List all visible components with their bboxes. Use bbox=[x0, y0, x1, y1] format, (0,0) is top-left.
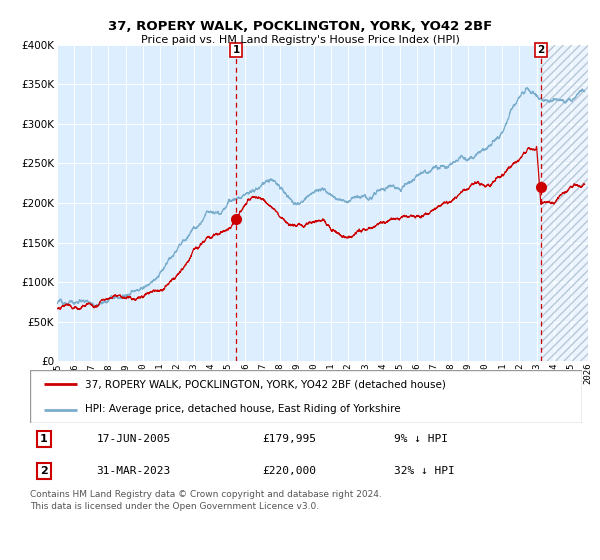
Text: 37, ROPERY WALK, POCKLINGTON, YORK, YO42 2BF (detached house): 37, ROPERY WALK, POCKLINGTON, YORK, YO42… bbox=[85, 380, 446, 390]
Text: 1: 1 bbox=[40, 434, 47, 444]
Text: 2: 2 bbox=[537, 45, 545, 55]
Text: Contains HM Land Registry data © Crown copyright and database right 2024.
This d: Contains HM Land Registry data © Crown c… bbox=[30, 490, 382, 511]
Text: £220,000: £220,000 bbox=[262, 466, 316, 476]
Text: £179,995: £179,995 bbox=[262, 434, 316, 444]
Text: 9% ↓ HPI: 9% ↓ HPI bbox=[394, 434, 448, 444]
Text: 31-MAR-2023: 31-MAR-2023 bbox=[96, 466, 170, 476]
FancyBboxPatch shape bbox=[30, 370, 582, 423]
Text: HPI: Average price, detached house, East Riding of Yorkshire: HPI: Average price, detached house, East… bbox=[85, 404, 401, 414]
Text: 1: 1 bbox=[233, 45, 240, 55]
Text: Price paid vs. HM Land Registry's House Price Index (HPI): Price paid vs. HM Land Registry's House … bbox=[140, 35, 460, 45]
Text: 2: 2 bbox=[40, 466, 47, 476]
Text: 37, ROPERY WALK, POCKLINGTON, YORK, YO42 2BF: 37, ROPERY WALK, POCKLINGTON, YORK, YO42… bbox=[108, 20, 492, 32]
Text: 17-JUN-2005: 17-JUN-2005 bbox=[96, 434, 170, 444]
Text: 32% ↓ HPI: 32% ↓ HPI bbox=[394, 466, 455, 476]
